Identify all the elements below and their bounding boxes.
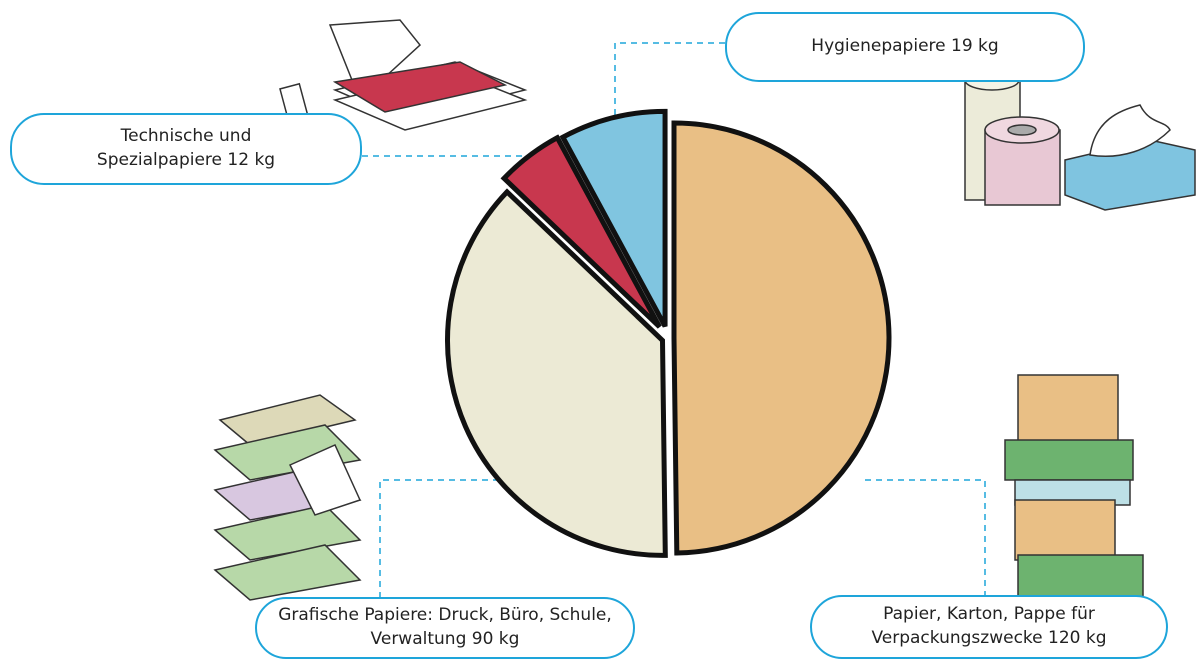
graphic-paper-illustration (215, 395, 360, 600)
pie (447, 111, 889, 555)
value-label: 12 kg (227, 150, 275, 170)
leader-line (615, 43, 725, 118)
category-label: Grafische Papiere: Druck, Büro, Schule, … (278, 605, 612, 649)
value-label: 19 kg (951, 36, 999, 56)
label-box: Hygienepapiere 19 kg (725, 12, 1085, 82)
label-box: Papier, Karton, Pappe für Verpackungszwe… (810, 595, 1168, 659)
category-label: Hygienepapiere (811, 36, 945, 56)
value-label: 120 kg (1048, 628, 1107, 648)
value-label: 90 kg (472, 629, 520, 649)
tissue-illustration (965, 70, 1195, 210)
pie-slice (674, 123, 889, 553)
infographic: Hygienepapiere 19 kg Technische und Spez… (0, 0, 1200, 660)
label-box: Technische und Spezialpapiere 12 kg (10, 113, 362, 185)
leader-line (865, 480, 985, 595)
box-illustration (1005, 375, 1143, 600)
leader-line (380, 480, 505, 598)
label-box: Grafische Papiere: Druck, Büro, Schule, … (255, 597, 635, 659)
chart (0, 0, 1200, 660)
